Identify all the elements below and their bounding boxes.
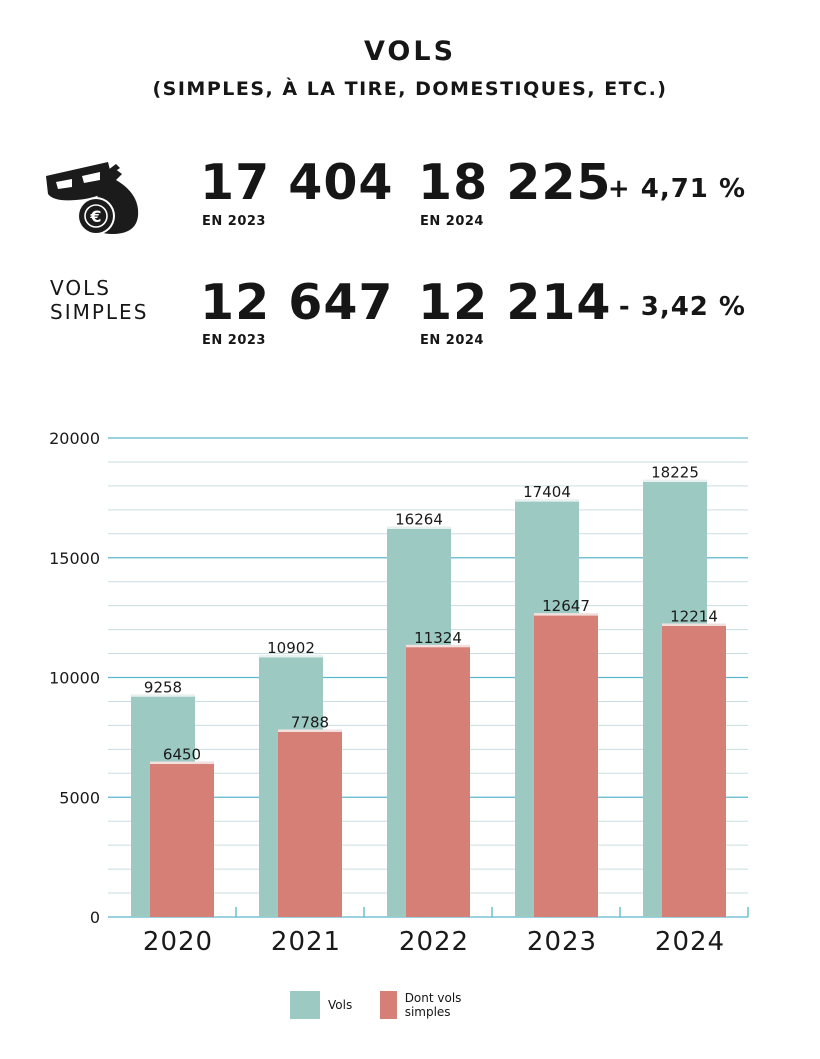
y-tick-label: 0 <box>90 908 100 927</box>
mask-and-money-bag-icon: € <box>46 162 139 235</box>
vols-simples-2023-value: 12 647 <box>200 274 394 331</box>
data-label-vols-simples: 6450 <box>163 746 201 764</box>
vols-simples-2023-label: EN 2023 <box>202 333 266 348</box>
x-tick-label: 2024 <box>655 927 725 957</box>
legend-label-vols-simples: Dont vols simples <box>404 991 462 1019</box>
x-tick-label: 2020 <box>143 927 213 957</box>
vols-simples-label-line1: VOLS <box>50 276 111 300</box>
bar-vols-simples-cap <box>406 644 470 648</box>
svg-text:€: € <box>89 207 101 226</box>
legend-item-vols-simples: Dont vols simples <box>380 991 464 1019</box>
data-label-vols: 10902 <box>267 639 315 657</box>
data-label-vols-simples: 7788 <box>291 713 329 731</box>
vols-change: + 4,71 % <box>607 174 746 204</box>
legend-swatch-vols <box>290 991 320 1019</box>
bar-vols-simples <box>278 730 342 917</box>
bar-vols-simples-cap <box>150 761 214 765</box>
bar-vols-cap <box>515 499 579 502</box>
data-label-vols-simples: 12647 <box>542 597 590 615</box>
data-label-vols: 18225 <box>651 464 699 482</box>
bar-vols-simples-cap <box>278 729 342 732</box>
vols-simples-change: - 3,42 % <box>618 292 746 322</box>
vols-2024-value: 18 225 <box>418 154 612 211</box>
data-label-vols: 9258 <box>144 678 182 696</box>
vols-simples-2024-value: 12 214 <box>418 274 612 331</box>
page-title: VOLS <box>363 36 457 67</box>
legend-item-vols: Vols <box>290 991 352 1019</box>
bar-vols-cap <box>259 654 323 658</box>
y-tick-label: 20000 <box>49 429 100 448</box>
data-label-vols-simples: 12214 <box>670 607 718 625</box>
bar-vols-simples <box>406 645 470 917</box>
x-tick-label: 2023 <box>527 927 597 957</box>
vols-2023-value: 17 404 <box>200 154 394 211</box>
x-tick-label: 2021 <box>271 927 341 957</box>
bar-chart: 0 5000 10000 15000 20000 9258 6450 2020 10902 778… <box>49 429 749 957</box>
vols-simples-2024-label: EN 2024 <box>420 333 484 348</box>
bar-vols-simples <box>662 624 726 917</box>
legend-label-vols: Vols <box>328 998 353 1012</box>
bar-vols-cap <box>131 694 195 697</box>
bar-vols-simples <box>534 614 598 917</box>
bar-vols-cap <box>387 526 451 529</box>
bar-vols-cap <box>643 479 707 483</box>
y-tick-label: 5000 <box>59 788 100 807</box>
vols-2023-label: EN 2023 <box>202 214 266 229</box>
bar-vols-simples-cap <box>534 613 598 616</box>
y-tick-label: 15000 <box>49 549 100 568</box>
vols-2024-label: EN 2024 <box>420 214 484 229</box>
y-tick-label: 10000 <box>49 669 100 688</box>
legend-swatch-vols-simples <box>380 991 397 1019</box>
vols-simples-label: VOLS SIMPLES <box>50 276 148 324</box>
vols-simples-label-line2: SIMPLES <box>50 300 149 324</box>
bar-vols-simples-cap <box>662 623 726 626</box>
data-label-vols-simples: 11324 <box>414 629 462 647</box>
page-subtitle: (SIMPLES, À LA TIRE, DOMESTIQUES, ETC.) <box>152 78 668 100</box>
data-label-vols: 17404 <box>523 483 571 501</box>
data-label-vols: 16264 <box>395 510 443 528</box>
bar-vols-simples <box>150 762 214 917</box>
x-tick-label: 2022 <box>399 927 469 957</box>
